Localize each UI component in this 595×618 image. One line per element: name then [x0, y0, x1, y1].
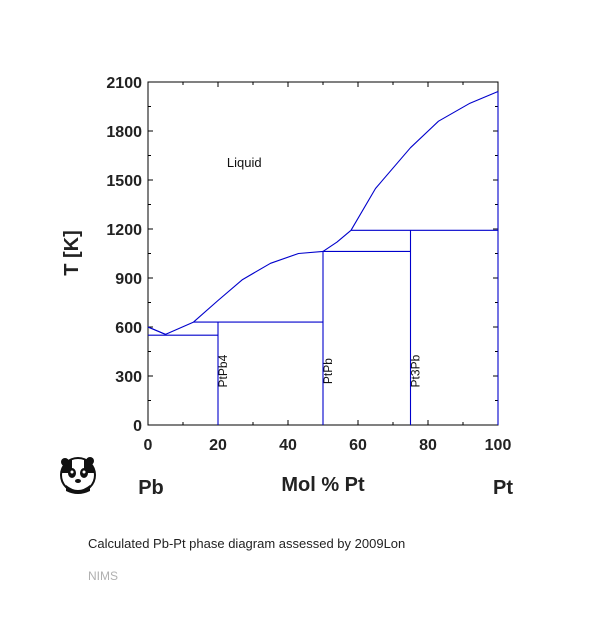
y-tick-label: 1500	[106, 173, 142, 190]
y-tick-label: 2100	[106, 75, 142, 92]
x-tick-label: 80	[419, 437, 437, 454]
end-label-left: Pb	[138, 477, 164, 499]
x-tick-label: 0	[144, 437, 153, 454]
y-tick-label: 300	[115, 369, 142, 386]
y-tick-label: 1200	[106, 222, 142, 239]
phase-boundary-line	[147, 250, 324, 335]
y-tick-label: 1800	[106, 124, 142, 141]
x-tick-label: 20	[209, 437, 227, 454]
y-tick-label: 600	[115, 320, 142, 337]
y-tick-label: 900	[115, 271, 142, 288]
x-axis-title: Mol % Pt	[281, 474, 365, 496]
credit-text: NIMS	[88, 569, 118, 583]
region-label-liquid: Liquid	[227, 155, 262, 170]
figure-caption: Calculated Pb-Pt phase diagram assessed …	[88, 536, 406, 551]
phase-label: PtPb4	[216, 354, 230, 387]
phase-boundary-line	[350, 90, 499, 231]
phase-boundary-line	[322, 229, 352, 252]
phase-boundary-line	[147, 326, 166, 335]
phase-label: PtPb	[321, 358, 335, 384]
y-axis-title: T [K]	[61, 230, 83, 276]
x-tick-label: 60	[349, 437, 367, 454]
panda-icon	[60, 457, 96, 494]
x-tick-label: 40	[279, 437, 297, 454]
phase-label: Pt3Pb	[408, 354, 422, 387]
x-tick-label: 100	[485, 437, 512, 454]
y-tick-label: 0	[133, 418, 142, 435]
end-label-right: Pt	[493, 477, 513, 499]
